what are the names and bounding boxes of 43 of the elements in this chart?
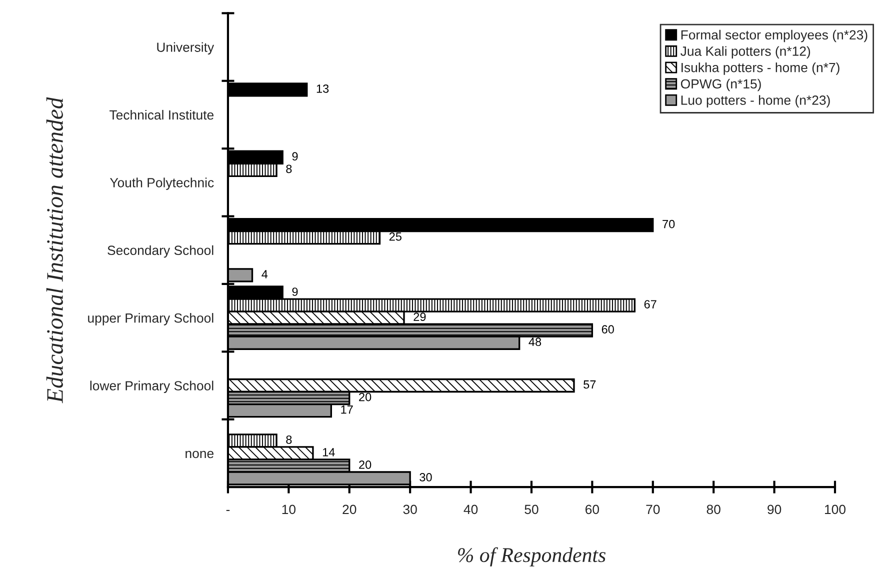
data-label: 25 xyxy=(389,232,402,241)
x-tick-label: 30 xyxy=(403,504,417,514)
x-tick-label: - xyxy=(226,510,230,511)
y-axis-title: Educational Institution attended xyxy=(46,97,64,404)
data-label: 67 xyxy=(644,300,656,308)
x-tick-label: 100 xyxy=(824,504,846,514)
y-tick-label: lower Primary School xyxy=(90,380,214,394)
legend-label: OPWG (n*15) xyxy=(680,78,761,92)
x-tick-label: 60 xyxy=(586,504,600,514)
data-label: 30 xyxy=(420,473,432,482)
data-label: 8 xyxy=(286,435,292,444)
y-tick-label: Technical Institute xyxy=(110,110,214,120)
legend-label: Formal sector employees (n*23) xyxy=(681,30,868,42)
y-tick-label: University xyxy=(157,42,214,55)
x-tick-label: 50 xyxy=(524,504,538,514)
x-tick-label: 70 xyxy=(646,504,660,514)
x-axis-title: % of Respondents xyxy=(458,547,606,566)
data-label: 14 xyxy=(322,448,335,456)
data-label: 4 xyxy=(262,270,268,278)
data-label: 48 xyxy=(528,338,542,346)
data-label: 9 xyxy=(292,152,298,161)
x-tick-label: 90 xyxy=(768,504,782,514)
y-tick-label: none xyxy=(186,450,214,458)
data-label: 57 xyxy=(584,380,596,389)
data-label: 20 xyxy=(359,460,372,469)
legend-label: Jua Kali potters (n*12) xyxy=(680,46,810,58)
y-tick-label: Youth Polytechnic xyxy=(110,178,214,190)
legend-label: Isukha potters - home (n*7) xyxy=(682,62,840,75)
y-tick-label: upper Primary School xyxy=(88,313,214,326)
data-label: 29 xyxy=(414,312,426,321)
data-label: 70 xyxy=(662,220,675,228)
data-label: 8 xyxy=(286,164,292,174)
x-tick-label: 20 xyxy=(342,504,356,514)
data-label: 20 xyxy=(359,392,372,402)
data-label: 60 xyxy=(602,325,614,334)
x-tick-label: 80 xyxy=(706,504,720,514)
data-label: 17 xyxy=(341,405,353,414)
data-label: 13 xyxy=(316,84,329,93)
data-label: 9 xyxy=(292,288,298,296)
x-tick-label: 10 xyxy=(282,504,296,514)
x-tick-label: 40 xyxy=(464,504,478,514)
legend-label: Luo potters - home (n*23) xyxy=(681,95,830,108)
y-tick-label: Secondary School xyxy=(108,245,214,258)
